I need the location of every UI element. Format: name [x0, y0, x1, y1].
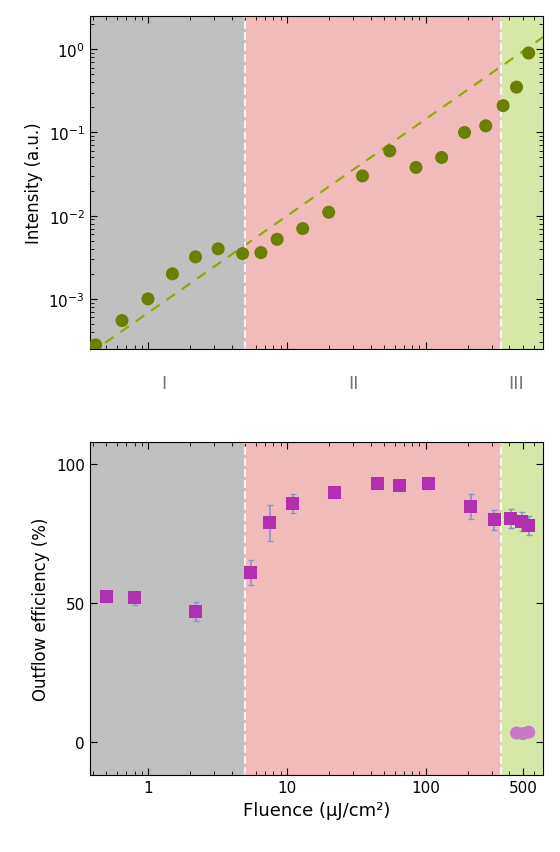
Point [489, 514, 498, 527]
Point [524, 47, 533, 60]
Point [256, 246, 265, 260]
Bar [501, 443, 543, 775]
Point [168, 268, 177, 281]
Point [191, 250, 200, 264]
X-axis label: Fluence (μJ/cm²): Fluence (μJ/cm²) [242, 801, 390, 819]
Point [238, 248, 247, 262]
Text: I: I [161, 375, 166, 393]
Point [298, 222, 307, 236]
Y-axis label: Outflow efficiency (%): Outflow efficiency (%) [32, 517, 50, 700]
Point [358, 170, 367, 183]
Point [191, 605, 200, 619]
Point [524, 726, 533, 740]
Point [91, 339, 100, 353]
Point [330, 486, 339, 499]
Y-axis label: Intensity (a.u.): Intensity (a.u.) [25, 123, 43, 244]
Point [265, 516, 274, 530]
Bar [90, 17, 245, 349]
Point [506, 512, 515, 526]
Point [437, 152, 446, 165]
Point [519, 727, 528, 740]
Bar [90, 443, 245, 775]
Bar [245, 443, 501, 775]
Point [288, 497, 297, 510]
Text: III: III [508, 375, 524, 393]
Point [130, 591, 139, 605]
Point [512, 81, 521, 95]
Point [424, 477, 433, 491]
Point [324, 206, 333, 220]
Point [373, 477, 382, 491]
Bar [501, 17, 543, 349]
Point [118, 314, 127, 328]
Point [524, 519, 533, 532]
Point [385, 145, 394, 158]
Point [246, 567, 255, 580]
Point [214, 243, 223, 256]
Point [460, 126, 469, 140]
Point [466, 499, 475, 513]
Point [512, 727, 521, 740]
Point [102, 590, 111, 603]
Point [273, 233, 282, 247]
Text: II: II [348, 375, 358, 393]
Bar [245, 17, 501, 349]
Point [517, 515, 526, 528]
Point [412, 161, 421, 175]
Point [481, 120, 490, 134]
Point [395, 479, 404, 492]
Point [498, 100, 507, 113]
Point [143, 293, 152, 307]
